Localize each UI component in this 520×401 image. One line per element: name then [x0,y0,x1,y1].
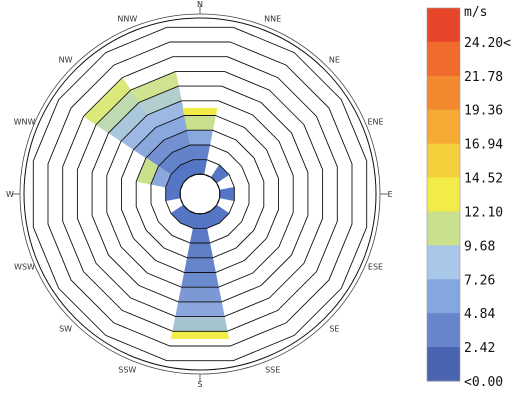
legend-color-step [427,109,460,145]
direction-label: N [197,0,203,9]
legend-color-step [427,177,460,212]
legend-frame [426,7,461,382]
radial-ring [91,85,309,303]
direction-label: SSE [265,366,280,375]
radial-ring [106,100,294,288]
radial-ring [121,115,279,273]
legend-tick-labels: 24.20< 21.78 19.36 16.94 14.52 12.10 9.68 7.26 4… [464,36,511,390]
legend-color-step [427,8,460,43]
direction-label: SE [329,324,339,333]
direction-label: ESE [368,263,383,272]
legend-tick-label: 19.36 [464,104,503,119]
direction-label: E [387,190,392,199]
outer-circle [23,17,377,371]
petal-s [170,213,230,340]
direction-label-layer: N NNE NE ENE E ESE SE SSE S SSW SW WSW W WNW NW NNW [6,0,392,389]
direction-label: NW [59,56,73,65]
ring-layer [12,6,388,382]
legend-tick-label: 4.84 [464,307,495,322]
direction-label: WSW [14,263,35,272]
legend-tick-label: 24.20< [464,36,511,51]
legend-color-step [427,245,460,280]
petal-layer [83,70,235,340]
radial-ring [76,70,324,318]
legend-tick-label: 16.94 [464,138,503,153]
legend-color-step [427,347,460,382]
legend-color-step [427,143,460,178]
direction-label: SW [59,324,72,333]
direction-label: NNW [117,15,137,24]
radial-ring [32,26,368,362]
center-ring [179,173,221,215]
radial-ring [165,159,235,229]
radial-ring [62,56,338,332]
legend-color-step [427,41,460,77]
direction-label: WNW [14,117,36,126]
legend-color-step [427,279,460,314]
legend-tick-label: 21.78 [464,70,503,85]
legend-tick-label: 2.42 [464,341,495,356]
legend-tick-label: 7.26 [464,273,495,288]
petal-n [182,107,218,175]
petal-nnw [130,70,197,178]
legend-tick-label: <0.00 [464,375,503,390]
legend-tick-label: 9.68 [464,239,495,254]
legend-color-step [427,313,460,348]
direction-label: SSW [118,366,136,375]
radial-ring [135,129,265,259]
direction-label: NE [329,56,340,65]
direction-label: S [197,380,202,389]
direction-label: W [6,190,14,199]
legend-color-bar [426,7,461,382]
petal-wnw [135,157,184,191]
radial-ring [150,144,250,244]
direction-label: ENE [367,117,383,126]
radial-ring [47,41,353,347]
legend-unit-label: m/s [464,5,487,20]
direction-label: NNE [264,15,281,24]
legend-color-step [427,211,460,246]
legend-tick-label: 12.10 [464,206,503,221]
legend-tick-label: 14.52 [464,172,503,187]
legend-color-step [427,75,460,111]
